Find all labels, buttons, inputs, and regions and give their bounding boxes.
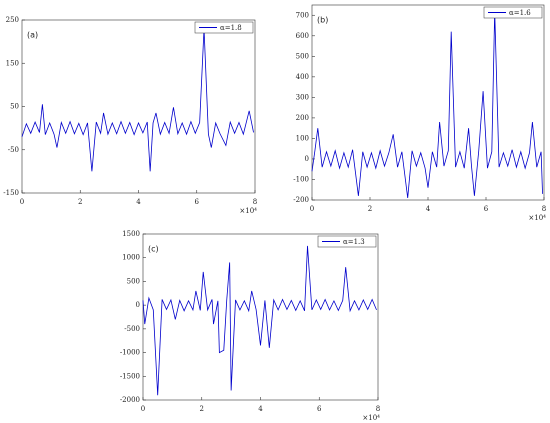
legend-label: α=1.6 — [509, 9, 531, 17]
y-tick-label: 1000 — [122, 254, 140, 262]
y-tick-label: 50 — [10, 103, 19, 111]
x-tick-label: 6 — [317, 405, 322, 413]
x-tick-label: 6 — [484, 205, 489, 213]
legend-label: α=1.3 — [343, 238, 365, 246]
x-multiplier: ×10⁴ — [528, 214, 546, 222]
y-tick-label: 600 — [296, 32, 309, 40]
x-tick-label: 8 — [376, 405, 380, 413]
x-tick-label: 4 — [426, 205, 431, 213]
y-tick-label: 0 — [136, 301, 140, 309]
y-tick-label: -2000 — [120, 396, 140, 404]
x-tick-label: 2 — [368, 205, 372, 213]
y-tick-label: -1500 — [120, 372, 140, 380]
y-tick-label: 100 — [296, 134, 309, 142]
x-multiplier: ×10⁴ — [362, 414, 380, 422]
x-tick-label: 2 — [78, 198, 82, 206]
x-tick-label: 6 — [195, 198, 200, 206]
legend-box — [194, 21, 254, 34]
y-tick-label: -50 — [8, 146, 19, 154]
y-tick-label: 400 — [296, 73, 309, 81]
panel-label: (c) — [148, 245, 159, 254]
x-tick-label: 4 — [136, 198, 141, 206]
y-tick-label: 500 — [127, 277, 140, 285]
signal-line — [21, 28, 254, 172]
x-tick-label: 2 — [200, 405, 204, 413]
x-tick-label: 8 — [253, 198, 257, 206]
y-tick-label: -1000 — [120, 349, 140, 357]
y-tick-label: -150 — [3, 189, 19, 197]
y-tick-label: -200 — [293, 196, 309, 204]
x-tick-label: 0 — [310, 205, 314, 213]
plot-area — [311, 4, 545, 201]
y-tick-label: -100 — [293, 175, 309, 183]
panel-label: (a) — [27, 31, 38, 40]
x-tick-label: 8 — [542, 205, 546, 213]
x-tick-label: 0 — [20, 198, 24, 206]
legend-box — [483, 6, 543, 19]
x-multiplier: ×10⁴ — [239, 207, 257, 215]
plot-area — [21, 19, 256, 194]
x-tick-label: 4 — [258, 405, 263, 413]
y-tick-label: 150 — [6, 59, 19, 67]
y-tick-label: 250 — [6, 16, 19, 24]
y-tick-label: 500 — [296, 52, 309, 60]
y-tick-label: 700 — [296, 11, 309, 19]
y-tick-label: 300 — [296, 93, 309, 101]
legend-box — [317, 235, 377, 248]
legend-label: α=1.8 — [220, 24, 242, 32]
plot-area — [142, 233, 379, 401]
signal-line — [142, 245, 377, 396]
x-tick-label: 0 — [141, 405, 145, 413]
y-tick-label: 0 — [305, 155, 309, 163]
y-tick-label: 200 — [296, 114, 309, 122]
signal-line — [311, 11, 543, 198]
y-tick-label: 1500 — [122, 230, 140, 238]
y-tick-label: -500 — [124, 325, 140, 333]
panel-label: (b) — [317, 16, 328, 25]
